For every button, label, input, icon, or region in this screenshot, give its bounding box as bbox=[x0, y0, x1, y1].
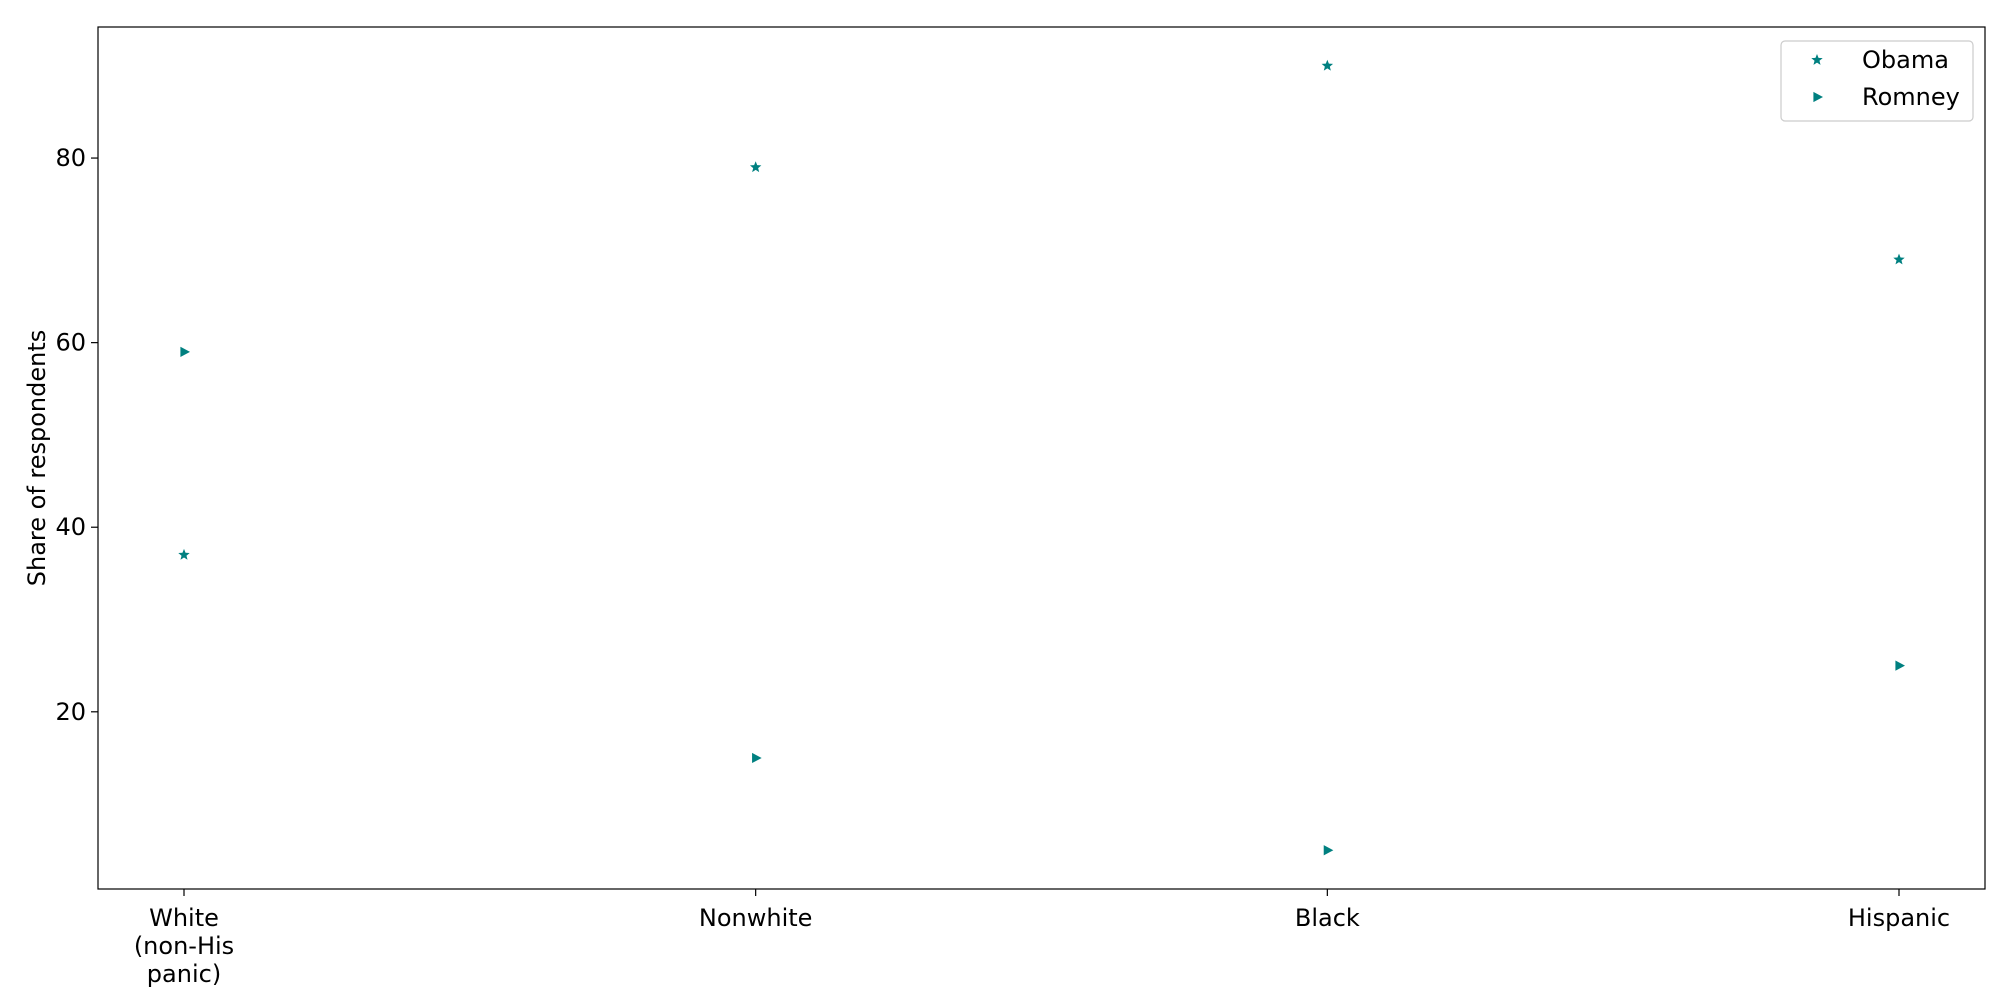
data-point-obama bbox=[1321, 59, 1334, 71]
y-tick-label: 40 bbox=[55, 513, 86, 541]
x-tick-label: Black bbox=[1295, 904, 1360, 932]
data-point-obama bbox=[178, 548, 190, 560]
legend-box bbox=[1780, 40, 1974, 122]
legend-marker-obama bbox=[1811, 54, 1823, 65]
data-marks bbox=[178, 59, 1905, 856]
x-axis-ticks: White (non-His panic) Nonwhite Black Hispanic bbox=[134, 889, 1950, 988]
x-tick-label: Hispanic bbox=[1848, 904, 1950, 932]
y-axis-label: Share of respondents bbox=[23, 330, 51, 587]
legend-label-romney: Romney bbox=[1862, 83, 1960, 111]
y-axis-ticks: 20 40 60 80 bbox=[55, 144, 98, 726]
data-point-obama bbox=[1893, 253, 1905, 265]
x-tick-label: Nonwhite bbox=[699, 904, 813, 932]
data-point-obama bbox=[749, 161, 762, 173]
data-point-romney bbox=[180, 346, 190, 357]
data-point-romney bbox=[1323, 845, 1334, 856]
legend-marker-romney bbox=[1813, 91, 1823, 103]
x-tick-label: White (non-His panic) bbox=[134, 904, 234, 988]
data-point-romney bbox=[1895, 660, 1905, 671]
y-tick-label: 20 bbox=[55, 698, 86, 726]
y-tick-label: 60 bbox=[55, 329, 86, 357]
data-point-romney bbox=[752, 752, 762, 764]
legend-label-obama: Obama bbox=[1862, 46, 1949, 74]
plot-frame bbox=[97, 26, 1986, 890]
legend: Obama Romney bbox=[1780, 40, 1974, 122]
plot-background bbox=[98, 27, 1985, 889]
y-tick-label: 80 bbox=[55, 144, 86, 172]
